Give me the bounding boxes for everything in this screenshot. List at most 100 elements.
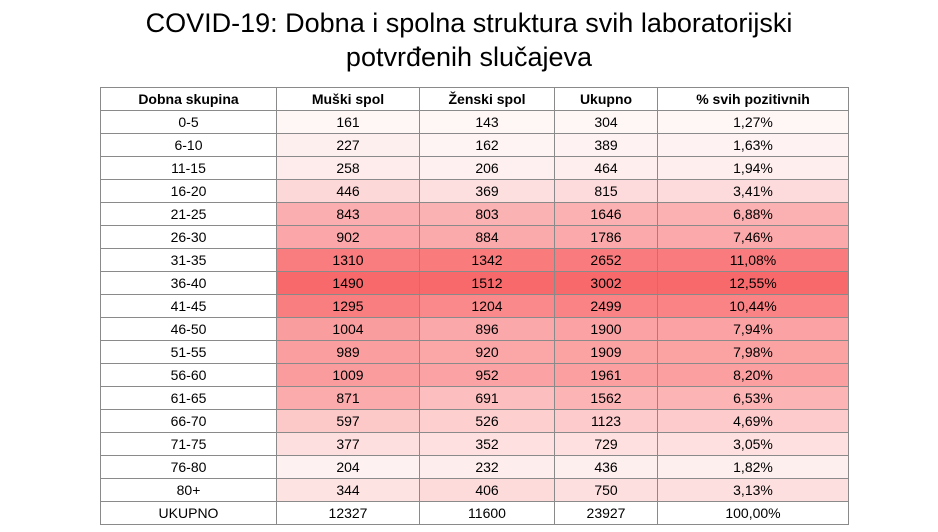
female-cell: 162 [419, 133, 555, 157]
female-cell: 526 [419, 409, 555, 433]
total-age-cell: UKUPNO [100, 501, 277, 525]
male-cell: 1295 [276, 294, 420, 318]
total-percent-cell: 100,00% [657, 501, 849, 525]
female-cell: 896 [419, 317, 555, 341]
male-cell: 989 [276, 340, 420, 364]
total-cell: 304 [554, 110, 658, 134]
age-cell: 51-55 [100, 340, 277, 364]
data-table: Dobna skupina Muški spol Ženski spol Uku… [100, 87, 849, 525]
female-cell: 884 [419, 225, 555, 249]
total-cell: 1123 [554, 409, 658, 433]
table-row: 0-5 161 143 304 1,27% [100, 110, 849, 134]
female-cell: 143 [419, 110, 555, 134]
header-row: Dobna skupina Muški spol Ženski spol Uku… [100, 87, 849, 111]
table-row: 76-80 204 232 436 1,82% [100, 455, 849, 479]
table-row: 11-15 258 206 464 1,94% [100, 156, 849, 180]
percent-cell: 1,63% [657, 133, 849, 157]
total-cell: 750 [554, 478, 658, 502]
male-cell: 597 [276, 409, 420, 433]
table-row: 46-50 1004 896 1900 7,94% [100, 317, 849, 341]
percent-cell: 1,82% [657, 455, 849, 479]
header-male: Muški spol [276, 87, 420, 111]
age-cell: 80+ [100, 478, 277, 502]
male-cell: 446 [276, 179, 420, 203]
age-cell: 61-65 [100, 386, 277, 410]
total-cell: 2499 [554, 294, 658, 318]
male-cell: 1310 [276, 248, 420, 272]
female-cell: 1342 [419, 248, 555, 272]
table-row: 16-20 446 369 815 3,41% [100, 179, 849, 203]
percent-cell: 3,41% [657, 179, 849, 203]
percent-cell: 11,08% [657, 248, 849, 272]
table-row: 26-30 902 884 1786 7,46% [100, 225, 849, 249]
female-cell: 406 [419, 478, 555, 502]
total-cell: 1786 [554, 225, 658, 249]
age-cell: 31-35 [100, 248, 277, 272]
male-cell: 843 [276, 202, 420, 226]
male-cell: 344 [276, 478, 420, 502]
age-cell: 41-45 [100, 294, 277, 318]
total-cell: 436 [554, 455, 658, 479]
total-cell: 389 [554, 133, 658, 157]
table-row: 6-10 227 162 389 1,63% [100, 133, 849, 157]
table-body: 0-5 161 143 304 1,27% 6-10 227 162 389 1,63% 11-15… [100, 110, 849, 525]
percent-cell: 1,27% [657, 110, 849, 134]
table-row: 71-75 377 352 729 3,05% [100, 432, 849, 456]
female-cell: 920 [419, 340, 555, 364]
header-percent: % svih pozitivnih [657, 87, 849, 111]
table-row: 51-55 989 920 1909 7,98% [100, 340, 849, 364]
header-total: Ukupno [554, 87, 658, 111]
percent-cell: 3,05% [657, 432, 849, 456]
percent-cell: 7,94% [657, 317, 849, 341]
header-female: Ženski spol [419, 87, 555, 111]
total-cell: 1562 [554, 386, 658, 410]
total-male-cell: 12327 [276, 501, 420, 525]
table-row: 31-35 1310 1342 2652 11,08% [100, 248, 849, 272]
female-cell: 232 [419, 455, 555, 479]
total-cell: 815 [554, 179, 658, 203]
age-cell: 76-80 [100, 455, 277, 479]
total-cell: 1909 [554, 340, 658, 364]
percent-cell: 7,98% [657, 340, 849, 364]
male-cell: 377 [276, 432, 420, 456]
percent-cell: 4,69% [657, 409, 849, 433]
page-title: COVID-19: Dobna i spolna struktura svih … [0, 6, 938, 74]
percent-cell: 7,46% [657, 225, 849, 249]
male-cell: 902 [276, 225, 420, 249]
total-row: UKUPNO 12327 11600 23927 100,00% [100, 501, 849, 525]
male-cell: 258 [276, 156, 420, 180]
table-row: 66-70 597 526 1123 4,69% [100, 409, 849, 433]
percent-cell: 6,88% [657, 202, 849, 226]
table-row: 56-60 1009 952 1961 8,20% [100, 363, 849, 387]
age-cell: 26-30 [100, 225, 277, 249]
table-row: 41-45 1295 1204 2499 10,44% [100, 294, 849, 318]
percent-cell: 8,20% [657, 363, 849, 387]
table-row: 80+ 344 406 750 3,13% [100, 478, 849, 502]
female-cell: 691 [419, 386, 555, 410]
total-cell: 1961 [554, 363, 658, 387]
female-cell: 369 [419, 179, 555, 203]
age-cell: 6-10 [100, 133, 277, 157]
percent-cell: 12,55% [657, 271, 849, 295]
total-female-cell: 11600 [419, 501, 555, 525]
table-row: 36-40 1490 1512 3002 12,55% [100, 271, 849, 295]
female-cell: 1512 [419, 271, 555, 295]
title-line-1: COVID-19: Dobna i spolna struktura svih … [145, 8, 793, 38]
title-line-2: potvrđenih slučajeva [345, 42, 593, 72]
total-cell: 1900 [554, 317, 658, 341]
total-total-cell: 23927 [554, 501, 658, 525]
percent-cell: 3,13% [657, 478, 849, 502]
table-row: 21-25 843 803 1646 6,88% [100, 202, 849, 226]
male-cell: 161 [276, 110, 420, 134]
male-cell: 1009 [276, 363, 420, 387]
female-cell: 952 [419, 363, 555, 387]
male-cell: 871 [276, 386, 420, 410]
male-cell: 1004 [276, 317, 420, 341]
age-cell: 16-20 [100, 179, 277, 203]
total-cell: 2652 [554, 248, 658, 272]
female-cell: 352 [419, 432, 555, 456]
percent-cell: 1,94% [657, 156, 849, 180]
age-cell: 56-60 [100, 363, 277, 387]
total-cell: 464 [554, 156, 658, 180]
age-cell: 11-15 [100, 156, 277, 180]
